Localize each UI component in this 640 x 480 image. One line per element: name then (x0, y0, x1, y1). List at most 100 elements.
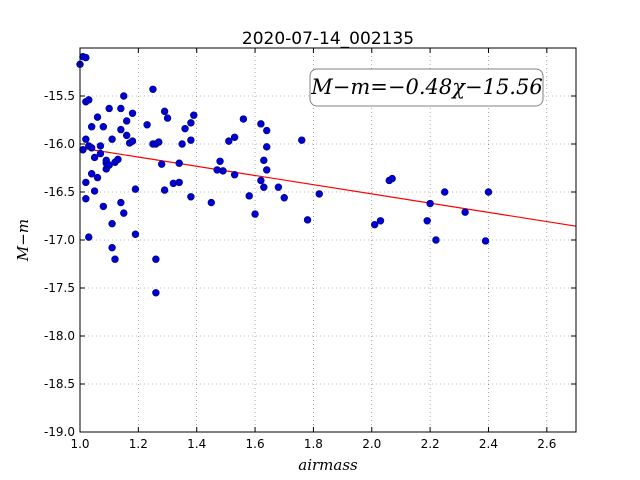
data-point (85, 96, 93, 104)
data-point (79, 146, 87, 154)
data-point (239, 115, 248, 123)
data-point (157, 160, 166, 168)
y-tick-label: -17.5 (44, 281, 75, 295)
data-point (187, 136, 195, 144)
data-point (105, 161, 113, 169)
data-point (423, 217, 431, 225)
data-point (175, 178, 183, 187)
data-point (461, 208, 469, 216)
data-point (117, 198, 125, 207)
data-point (245, 192, 253, 200)
data-point (143, 121, 151, 129)
y-tick-label: -18.0 (44, 329, 75, 343)
data-point (163, 114, 172, 122)
x-tick-label: 1.2 (129, 437, 148, 451)
x-tick-label: 1.6 (246, 437, 265, 451)
data-point (225, 137, 233, 145)
fit-line-layer (85, 148, 577, 227)
data-point (298, 136, 306, 144)
data-point (82, 178, 90, 187)
data-point (96, 149, 105, 158)
x-tick-label: 2.0 (362, 437, 381, 451)
annotation-box (309, 68, 544, 107)
x-tick-label: 1.8 (304, 437, 323, 451)
data-point (274, 183, 283, 191)
x-tick-label: 1.4 (187, 437, 206, 451)
data-point (187, 119, 195, 127)
data-point (87, 170, 96, 178)
data-point (117, 125, 125, 134)
data-point (99, 202, 108, 211)
data-point (99, 123, 108, 131)
data-point (85, 233, 93, 241)
data-point (207, 198, 215, 207)
equation-annotation: M−m=−0.48χ−15.56 (309, 68, 544, 107)
data-point (263, 126, 271, 135)
x-tick-label: 2.2 (421, 437, 440, 451)
data-point (114, 155, 122, 164)
data-point (280, 194, 288, 202)
data-point (260, 183, 268, 191)
x-tick-label: 2.6 (537, 437, 556, 451)
data-point (128, 109, 137, 117)
data-point (108, 219, 116, 228)
data-point (303, 216, 312, 224)
data-point (432, 236, 440, 244)
data-point (160, 186, 169, 194)
axis-ticks: 1.0 1.2 1.4 1.6 1.8 2.0 2.2 2.4 2.6 -15.5 -16.0 -16… (44, 48, 576, 451)
data-point (82, 53, 90, 62)
data-point (315, 190, 323, 198)
data-point (263, 143, 271, 151)
data-point (131, 185, 140, 193)
y-tick-label: -15.5 (44, 89, 75, 103)
data-point (481, 237, 490, 245)
data-point (131, 230, 140, 238)
y-tick-label: -19.0 (44, 425, 75, 439)
data-point (90, 187, 99, 195)
data-point (120, 209, 128, 217)
data-point (190, 111, 198, 119)
x-tick-label: 2.4 (479, 437, 498, 451)
data-point (152, 289, 160, 297)
chart-title: 2020-07-14_002135 (242, 29, 414, 49)
data-point (376, 217, 385, 225)
data-point (82, 195, 90, 203)
data-point (122, 117, 131, 125)
data-point (230, 171, 239, 179)
data-point (181, 124, 189, 133)
data-point (260, 156, 268, 165)
data-point (108, 135, 116, 143)
data-point (87, 123, 96, 131)
x-axis-label: airmass (298, 456, 358, 474)
data-point (175, 159, 183, 167)
data-point (155, 138, 163, 146)
data-point (149, 85, 157, 93)
data-point (117, 104, 125, 113)
annotation-text: M−m=−0.48χ−15.56 (310, 75, 542, 99)
data-point (219, 167, 227, 175)
y-tick-label: -16.5 (44, 185, 75, 199)
data-point (152, 255, 160, 263)
data-point (128, 137, 137, 145)
data-point (96, 142, 105, 150)
y-axis-label: M−m (14, 219, 32, 262)
fit-line (85, 148, 577, 227)
data-point (87, 144, 96, 152)
y-tick-label: -16.0 (44, 137, 75, 151)
data-point (441, 188, 449, 196)
data-point (160, 107, 169, 116)
data-point (263, 166, 271, 174)
data-point (93, 173, 102, 182)
data-point (108, 243, 116, 252)
data-point (484, 188, 493, 196)
data-point (120, 92, 128, 100)
data-point (122, 131, 131, 140)
data-point (82, 135, 90, 143)
data-point (251, 210, 259, 218)
data-point (216, 157, 224, 165)
data-point (178, 140, 186, 148)
data-point (105, 104, 113, 113)
data-point (93, 113, 102, 121)
data-point (230, 133, 239, 141)
